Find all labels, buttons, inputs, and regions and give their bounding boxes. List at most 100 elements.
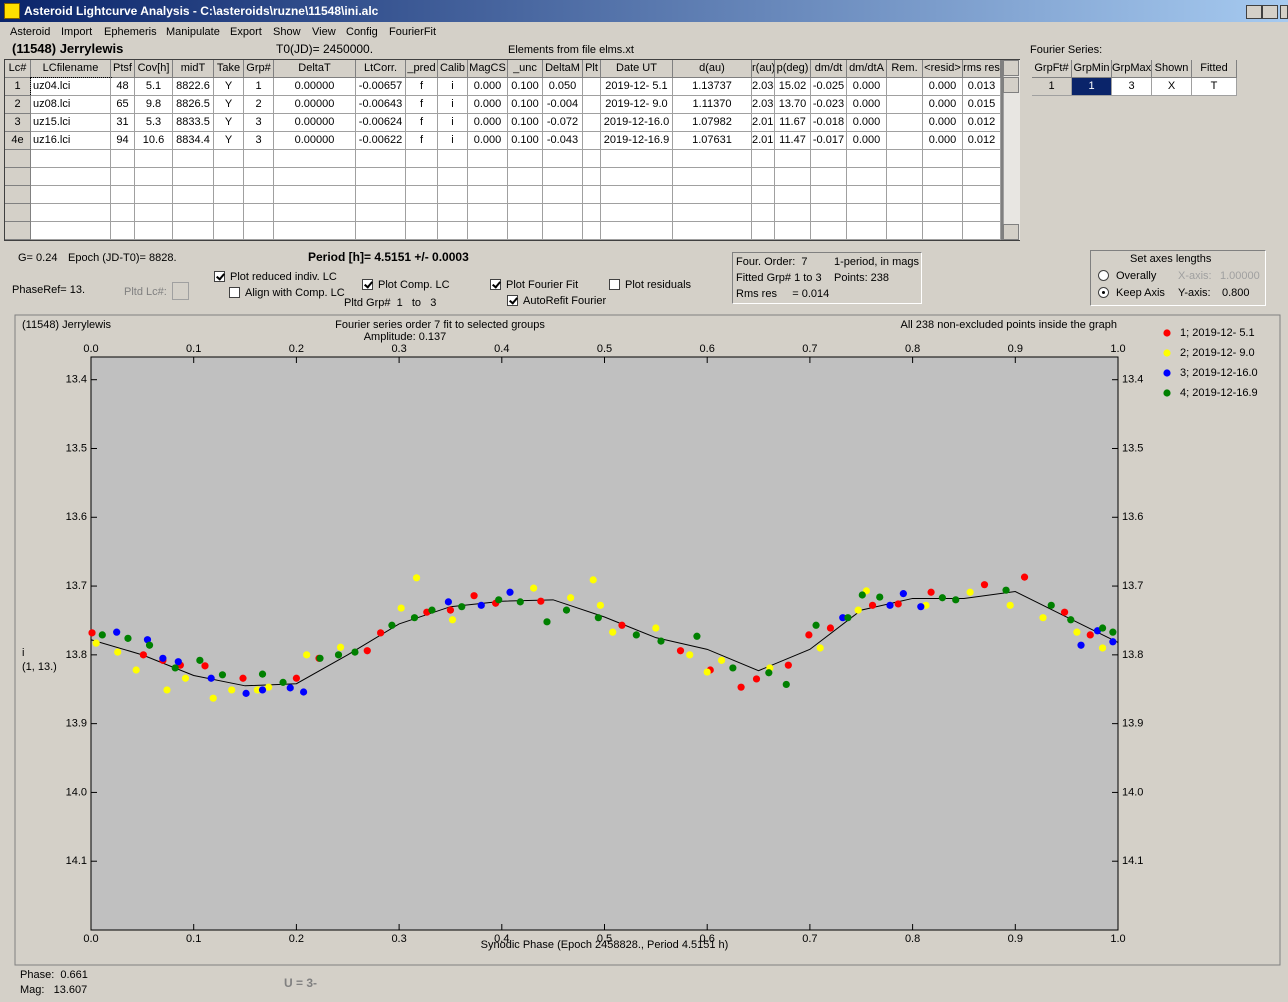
table-cell[interactable] — [601, 168, 673, 186]
table-cell[interactable] — [752, 204, 775, 222]
table-cell[interactable]: 0.100 — [508, 96, 543, 114]
row-header[interactable]: 2 — [5, 96, 31, 114]
checkbox-label[interactable]: Plot Comp. LC — [378, 279, 450, 291]
table-cell[interactable]: 0.00000 — [274, 114, 356, 132]
radio-label[interactable]: Overally — [1116, 270, 1157, 282]
table-cell[interactable]: 2019-12-16.0 — [601, 114, 673, 132]
scrollbar-down[interactable] — [1003, 224, 1019, 240]
table-cell[interactable] — [543, 168, 583, 186]
table-cell[interactable]: 0.000 — [923, 78, 963, 96]
table-cell[interactable] — [406, 204, 438, 222]
fourier-cell[interactable]: 1 — [1072, 78, 1112, 96]
table-cell[interactable] — [508, 204, 543, 222]
table-cell[interactable]: 2.03102 — [752, 96, 775, 114]
row-header[interactable] — [5, 168, 31, 186]
table-cell[interactable] — [543, 204, 583, 222]
table-cell[interactable]: -0.025 — [811, 78, 847, 96]
table-cell[interactable] — [508, 222, 543, 240]
table-cell[interactable] — [963, 168, 1001, 186]
row-header[interactable] — [5, 150, 31, 168]
radio-label[interactable]: Keep Axis — [1116, 287, 1165, 299]
table-cell[interactable] — [673, 222, 752, 240]
table-cell[interactable] — [775, 204, 811, 222]
table-cell[interactable] — [406, 186, 438, 204]
checkbox-label[interactable]: AutoRefit Fourier — [523, 295, 607, 307]
checkbox[interactable] — [229, 287, 240, 298]
maximize-button[interactable] — [1262, 5, 1278, 19]
checkbox-label[interactable]: Plot residuals — [625, 279, 692, 291]
table-cell[interactable] — [847, 186, 887, 204]
table-cell[interactable]: -0.043 — [543, 132, 583, 150]
row-header[interactable] — [5, 222, 31, 240]
table-cell[interactable] — [356, 204, 406, 222]
table-cell[interactable]: 1 — [244, 78, 274, 96]
fourier-cell[interactable]: X — [1152, 78, 1192, 96]
table-cell[interactable] — [673, 168, 752, 186]
table-cell[interactable] — [135, 204, 173, 222]
table-cell[interactable]: f — [406, 78, 438, 96]
checkbox[interactable] — [490, 279, 501, 290]
table-cell[interactable]: uz15.lci — [31, 114, 111, 132]
pltd-lc-spinner[interactable] — [172, 282, 189, 300]
table-cell[interactable]: 0.000 — [847, 132, 887, 150]
table-cell[interactable]: i — [438, 96, 468, 114]
table-cell[interactable] — [468, 168, 508, 186]
table-cell[interactable]: 0.000 — [847, 78, 887, 96]
table-cell[interactable]: 31 — [111, 114, 135, 132]
checkbox[interactable] — [362, 279, 373, 290]
table-cell[interactable] — [601, 222, 673, 240]
table-cell[interactable]: 8834.4 — [173, 132, 214, 150]
table-cell[interactable]: uz16.lci — [31, 132, 111, 150]
table-cell[interactable] — [111, 186, 135, 204]
table-cell[interactable] — [406, 222, 438, 240]
table-cell[interactable] — [811, 204, 847, 222]
table-cell[interactable]: 0.00000 — [274, 132, 356, 150]
table-cell[interactable]: -0.00657 — [356, 78, 406, 96]
table-cell[interactable]: i — [438, 132, 468, 150]
table-cell[interactable] — [173, 204, 214, 222]
table-cell[interactable] — [847, 204, 887, 222]
fourier-cell[interactable]: 3 — [1112, 78, 1152, 96]
table-cell[interactable] — [887, 204, 923, 222]
row-header[interactable]: 3 — [5, 114, 31, 132]
table-cell[interactable] — [752, 186, 775, 204]
table-cell[interactable] — [468, 222, 508, 240]
table-cell[interactable] — [583, 96, 601, 114]
table-cell[interactable] — [214, 186, 244, 204]
menu-item[interactable]: Import — [61, 26, 93, 38]
table-cell[interactable] — [274, 204, 356, 222]
table-cell[interactable] — [173, 150, 214, 168]
table-cell[interactable] — [274, 150, 356, 168]
table-cell[interactable] — [963, 222, 1001, 240]
table-cell[interactable] — [811, 222, 847, 240]
table-cell[interactable]: uz04.lci — [30, 77, 112, 97]
table-cell[interactable]: Y — [214, 78, 244, 96]
scrollbar-up[interactable] — [1003, 60, 1019, 76]
table-cell[interactable]: 65 — [111, 96, 135, 114]
table-cell[interactable]: 0.013 — [963, 78, 1001, 96]
table-cell[interactable] — [468, 150, 508, 168]
table-cell[interactable] — [923, 204, 963, 222]
table-cell[interactable]: 1.11370 — [673, 96, 752, 114]
table-cell[interactable]: 10.6 — [135, 132, 173, 150]
table-cell[interactable] — [111, 168, 135, 186]
table-cell[interactable] — [244, 204, 274, 222]
table-cell[interactable]: 5.3 — [135, 114, 173, 132]
table-cell[interactable]: 0.050 — [543, 78, 583, 96]
table-cell[interactable] — [31, 186, 111, 204]
table-cell[interactable]: f — [406, 114, 438, 132]
table-cell[interactable] — [811, 168, 847, 186]
table-cell[interactable]: 2019-12-16.9 — [601, 132, 673, 150]
table-cell[interactable] — [543, 186, 583, 204]
table-cell[interactable] — [583, 222, 601, 240]
table-cell[interactable] — [847, 222, 887, 240]
table-cell[interactable] — [135, 168, 173, 186]
table-cell[interactable] — [752, 222, 775, 240]
table-cell[interactable] — [173, 186, 214, 204]
table-cell[interactable] — [135, 186, 173, 204]
row-header[interactable] — [5, 204, 31, 222]
table-cell[interactable] — [923, 186, 963, 204]
fourier-cell[interactable]: 1 — [1032, 78, 1072, 96]
checkbox[interactable] — [609, 279, 620, 290]
minimize-button[interactable] — [1246, 5, 1262, 19]
